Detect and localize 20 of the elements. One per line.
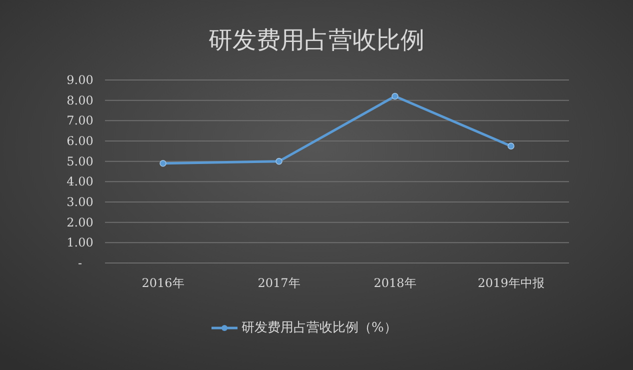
y-tick-label: - bbox=[78, 256, 82, 270]
y-tick-label: 7.00 bbox=[66, 114, 94, 128]
point bbox=[276, 158, 282, 165]
legend-label: 研发费用占营收比例（%） bbox=[242, 320, 397, 336]
chart-title: 研发费用占营收比例 bbox=[208, 26, 424, 54]
point bbox=[160, 160, 166, 167]
y-tick-label: 9.00 bbox=[66, 73, 94, 87]
x-tick-label: 2018年 bbox=[374, 276, 416, 290]
y-tick-label: 4.00 bbox=[66, 174, 94, 189]
x-tick-label: 2016年 bbox=[142, 276, 184, 290]
x-tick-label: 2017年 bbox=[258, 276, 300, 290]
y-tick-label: 2.00 bbox=[66, 215, 94, 230]
y-tick-label: 8.00 bbox=[66, 93, 94, 108]
y-tick-label: 6.00 bbox=[66, 134, 94, 148]
y-tick-label: 3.00 bbox=[66, 195, 94, 209]
x-tick-label: 2019年中报 bbox=[478, 276, 544, 290]
y-tick-label: 5.00 bbox=[66, 154, 94, 168]
y-tick-label: 1.00 bbox=[66, 236, 94, 250]
point bbox=[392, 92, 398, 100]
point bbox=[508, 142, 514, 150]
